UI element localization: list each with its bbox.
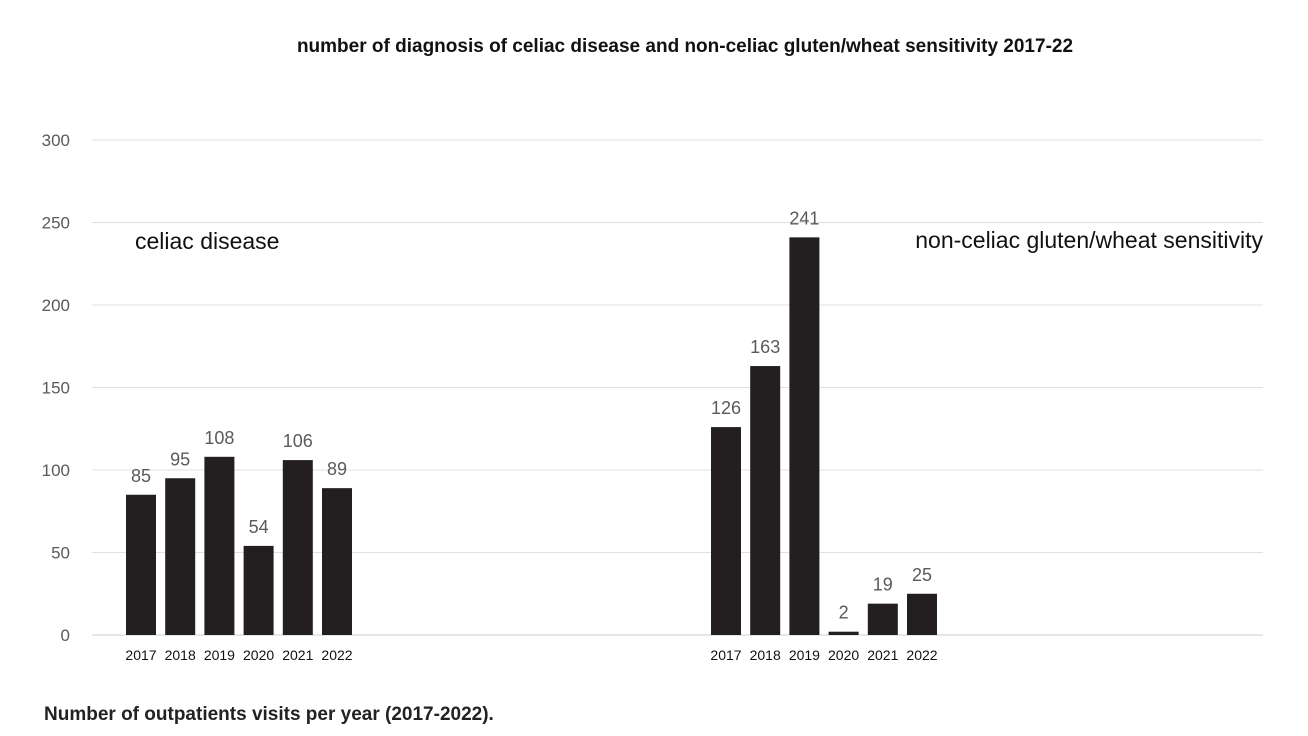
x-axis-ticks: 2017 2018 2019 2020 2021 2022 2017 2018 2019 2020…	[125, 647, 937, 663]
y-tick-label: 0	[61, 626, 70, 645]
data-labels: 85 95 108 54 106 89 126 163 241 2 19 25	[131, 208, 932, 622]
y-tick-label: 150	[42, 379, 70, 398]
data-label: 2	[839, 603, 849, 623]
y-axis-ticks: 0 50 100 150 200 250 300	[42, 131, 70, 645]
x-tick-label: 2017	[125, 647, 156, 663]
x-tick-label: 2021	[282, 647, 313, 663]
bar	[867, 603, 898, 635]
x-tick-label: 2022	[321, 647, 352, 663]
y-tick-label: 200	[42, 296, 70, 315]
y-tick-label: 100	[42, 461, 70, 480]
data-label: 89	[327, 459, 347, 479]
group-labels: celiac disease non-celiac gluten/wheat se…	[135, 227, 1263, 254]
data-label: 25	[912, 565, 932, 585]
chart-title: number of diagnosis of celiac disease an…	[296, 36, 1074, 57]
bar	[828, 631, 859, 635]
data-label: 19	[873, 575, 893, 595]
x-tick-label: 2021	[867, 647, 898, 663]
data-label: 85	[131, 466, 151, 486]
bars	[126, 237, 937, 635]
x-tick-label: 2020	[243, 647, 274, 663]
gridlines	[92, 139, 1263, 636]
x-tick-label: 2022	[906, 647, 937, 663]
bar	[282, 460, 313, 635]
bar	[126, 494, 156, 635]
x-tick-label: 2017	[710, 647, 741, 663]
bar	[711, 427, 741, 635]
y-tick-label: 250	[42, 214, 70, 233]
data-label: 126	[711, 398, 741, 418]
bar	[789, 237, 820, 635]
group-label: celiac disease	[135, 228, 279, 254]
bar	[204, 456, 235, 635]
bar	[165, 478, 196, 635]
bar	[750, 366, 781, 635]
data-label: 106	[283, 431, 313, 451]
x-tick-label: 2020	[828, 647, 859, 663]
data-label: 163	[750, 337, 780, 357]
data-label: 54	[249, 517, 269, 537]
y-tick-label: 50	[51, 544, 70, 563]
x-tick-label: 2018	[750, 647, 781, 663]
data-label: 108	[204, 428, 234, 448]
bar	[907, 593, 937, 635]
y-tick-label: 300	[42, 131, 70, 150]
x-tick-label: 2019	[204, 647, 235, 663]
figure-caption: Number of outpatients visits per year (2…	[44, 704, 494, 725]
x-tick-label: 2019	[789, 647, 820, 663]
x-tick-label: 2018	[165, 647, 196, 663]
bar	[322, 488, 352, 635]
group-label: non-celiac gluten/wheat sensitivity	[915, 227, 1263, 253]
data-label: 95	[170, 449, 190, 469]
data-label: 241	[789, 208, 819, 228]
bar	[243, 545, 274, 635]
